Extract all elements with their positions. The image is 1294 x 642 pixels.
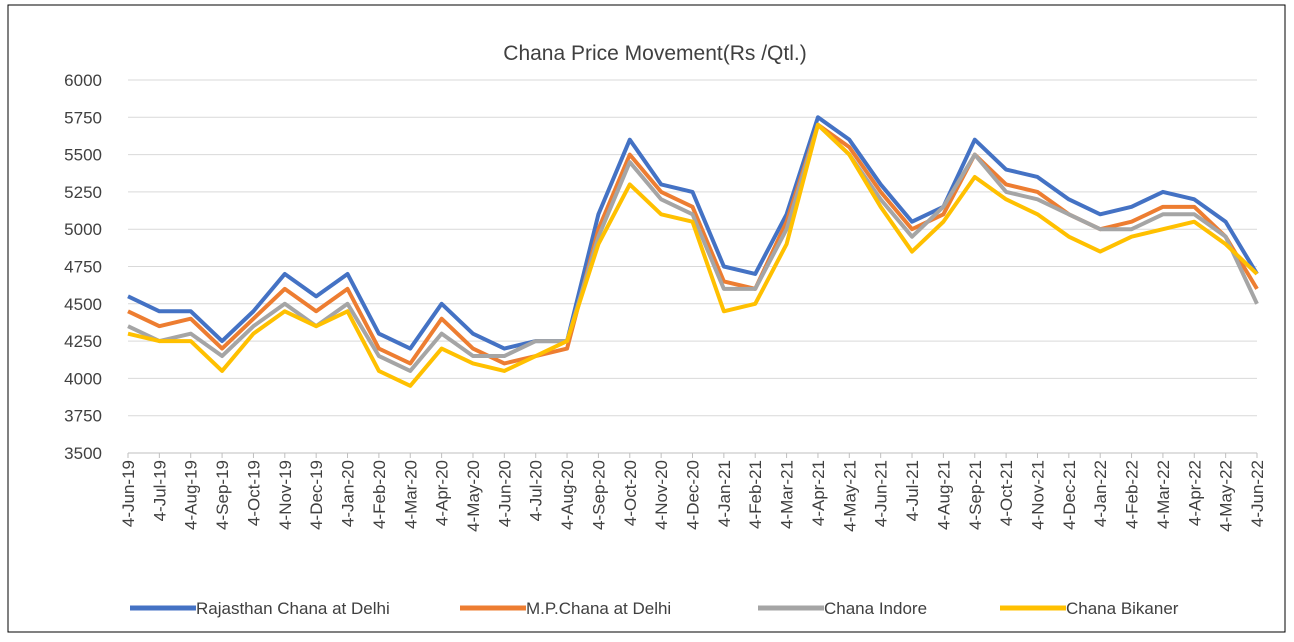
x-tick-label: 4-Feb-21 [746,460,765,529]
y-tick-label: 4250 [64,332,102,351]
y-tick-label: 4750 [64,258,102,277]
x-tick-label: 4-Feb-20 [370,460,389,529]
y-tick-label: 5500 [64,146,102,165]
x-tick-label: 4-May-20 [464,460,483,532]
x-tick-label: 4-Jun-21 [872,460,891,527]
x-tick-label: 4-Aug-21 [934,460,953,530]
x-tick-label: 4-Mar-20 [401,460,420,529]
x-tick-label: 4-Jun-22 [1248,460,1267,527]
series-line [127,115,1259,351]
x-tick-label: 4-Jan-21 [715,460,734,527]
chart-border [7,4,1286,633]
x-tick-label: 4-Mar-22 [1154,460,1173,529]
y-tick-label: 5250 [64,183,102,202]
x-tick-label: 4-Nov-19 [276,460,295,530]
x-tick-label: 4-Apr-22 [1185,460,1204,526]
x-tick-label: 4-Apr-21 [809,460,828,526]
legend-label: Rajasthan Chana at Delhi [196,599,390,618]
y-tick-label: 3500 [64,444,102,463]
x-tick-label: 4-Dec-21 [1060,460,1079,530]
y-tick-label: 5000 [64,220,102,239]
y-tick-label: 4500 [64,295,102,314]
x-tick-label: 4-Oct-19 [244,460,263,526]
x-tick-label: 4-May-22 [1217,460,1236,532]
y-tick-label: 5750 [64,108,102,127]
x-tick-label: 4-Dec-19 [307,460,326,530]
y-tick-label: 6000 [64,71,102,90]
x-tick-label: 4-Jul-21 [903,460,922,521]
legend-label: Chana Indore [824,599,927,618]
x-tick-label: 4-Jul-20 [527,460,546,521]
x-tick-label: 4-Jan-22 [1091,460,1110,527]
x-tick-label: 4-Jan-20 [339,460,358,527]
x-tick-label: 4-Oct-21 [997,460,1016,526]
legend-label: Chana Bikaner [1066,599,1179,618]
x-tick-label: 4-Feb-22 [1123,460,1142,529]
x-tick-label: 4-May-21 [840,460,859,532]
x-tick-label: 4-Sep-21 [966,460,985,530]
x-tick-label: 4-Sep-19 [213,460,232,530]
x-tick-label: 4-Apr-20 [433,460,452,526]
chart-title: Chana Price Movement(Rs /Qtl.) [503,42,806,65]
x-tick-label: 4-Aug-19 [182,460,201,530]
x-tick-label: 4-Oct-20 [621,460,640,526]
x-tick-label: 4-Dec-20 [684,460,703,530]
x-tick-label: 4-Aug-20 [558,460,577,530]
x-tick-label: 4-Sep-20 [589,460,608,530]
legend-label: M.P.Chana at Delhi [526,599,671,618]
x-tick-label: 4-Nov-21 [1028,460,1047,530]
y-tick-label: 4000 [64,369,102,388]
x-tick-label: 4-Nov-20 [652,460,671,530]
series-line [127,122,1259,388]
x-tick-label: 4-Jun-20 [495,460,514,527]
x-tick-label: 4-Jun-19 [119,460,138,527]
x-tick-label: 4-Jul-19 [150,460,169,521]
x-tick-label: 4-Mar-21 [778,460,797,529]
y-tick-label: 3750 [64,407,102,426]
